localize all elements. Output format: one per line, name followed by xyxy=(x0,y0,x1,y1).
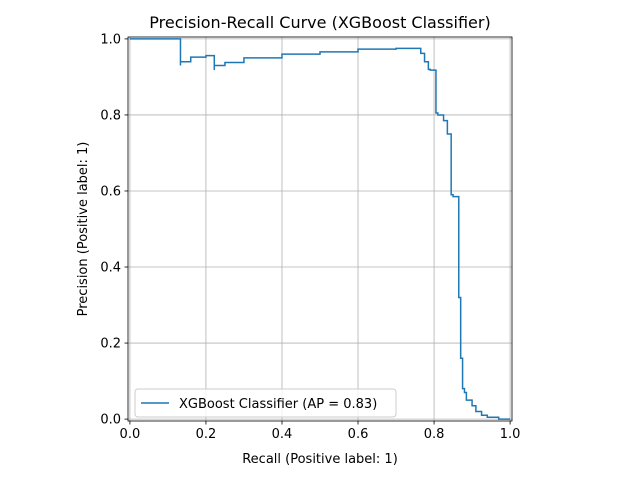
grid-lines xyxy=(128,37,512,421)
legend-entry-label: XGBoost Classifier (AP = 0.83) xyxy=(179,397,377,412)
plot-frame xyxy=(127,36,513,422)
data-series xyxy=(129,38,511,420)
x-tick-label: 0.0 xyxy=(120,427,141,442)
y-axis-label: Precision (Positive label: 1) xyxy=(76,142,91,317)
axis-ticks: 0.0 0.2 0.4 0.6 0.8 1.0 0.0 0.2 0.4 0.6 0.8 1.0 xyxy=(100,32,520,442)
chart-title: Precision-Recall Curve (XGBoost Classifi… xyxy=(149,13,490,32)
x-tick-label: 0.8 xyxy=(424,427,445,442)
y-tick-label: 0.4 xyxy=(100,261,121,276)
y-tick-label: 0.0 xyxy=(100,413,121,428)
x-tick-label: 0.4 xyxy=(272,427,293,442)
x-axis-label: Recall (Positive label: 1) xyxy=(242,452,398,467)
legend-box xyxy=(134,388,397,418)
y-tick-label: 1.0 xyxy=(100,32,121,47)
x-tick-label: 0.6 xyxy=(348,427,369,442)
x-tick-label: 1.0 xyxy=(500,427,521,442)
y-tick-label: 0.8 xyxy=(100,108,121,123)
y-tick-label: 0.2 xyxy=(100,337,121,352)
legend: XGBoost Classifier (AP = 0.83) xyxy=(134,388,397,418)
y-tick-label: 0.6 xyxy=(100,184,121,199)
pr-curve-line xyxy=(129,38,511,420)
x-tick-label: 0.2 xyxy=(196,427,217,442)
